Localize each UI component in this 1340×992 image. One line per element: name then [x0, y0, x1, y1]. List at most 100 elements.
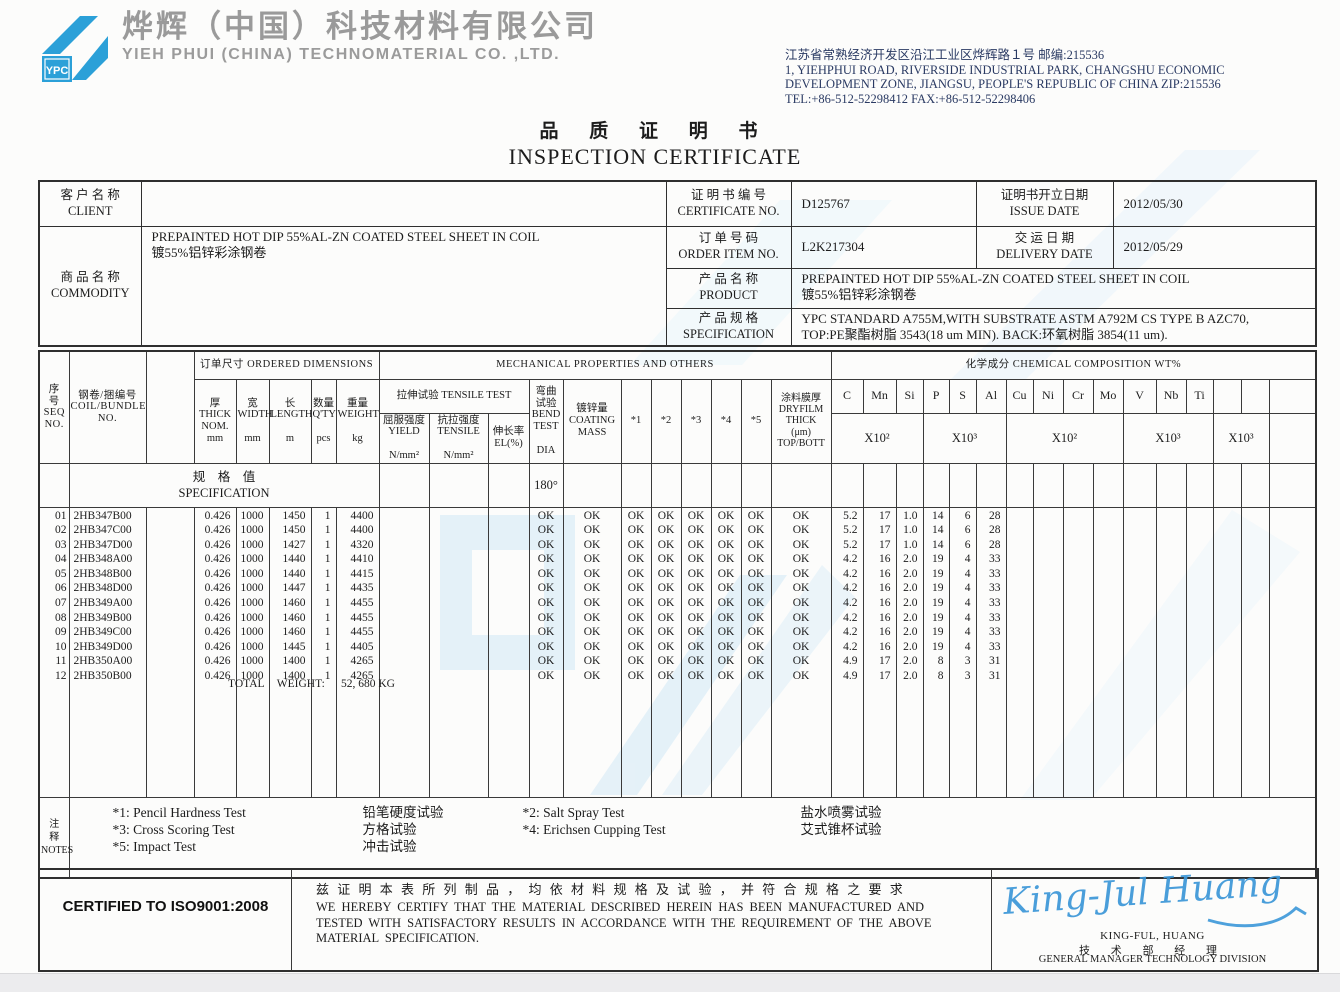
- cell-al-row05: 33: [989, 567, 1001, 580]
- cell-s5-row09: OK: [747, 626, 765, 639]
- cell-si-row07: 2.0: [903, 597, 918, 610]
- certificate-no-value: D125767: [790, 180, 977, 227]
- cell-mo-row09: [1095, 625, 1122, 640]
- col-header-element-blank13: [1212, 378, 1242, 414]
- column-coating: OK OK OK OK OK OK OK OK OK OK OK OK: [562, 506, 622, 798]
- cell-cu-row12: [1008, 669, 1032, 684]
- cell-seq-row06: 06: [55, 582, 67, 595]
- cell-seq-row08: 08: [55, 611, 67, 624]
- cell-weight-row11: 4265: [350, 655, 374, 668]
- cell-ni-row08: [1035, 611, 1062, 626]
- cell-seq-row05: 05: [55, 567, 67, 580]
- col-header-multiplier-1: X10²: [830, 412, 924, 464]
- cell-cu-row05: [1008, 567, 1032, 582]
- col-header-test1: *1: [620, 378, 652, 464]
- cell-s4-row09: OK: [717, 626, 735, 639]
- logo-text: YPC: [46, 65, 69, 77]
- issue-date-label: 证明书开立日期 ISSUE DATE: [975, 180, 1114, 227]
- signature-script: King-Jul Huang: [1001, 870, 1284, 923]
- address-line-4: TEL:+86-512-52298412 FAX:+86-512-5229840…: [785, 91, 1036, 106]
- cell-s3-row09: OK: [687, 626, 705, 639]
- col-header-element-blank15: [1268, 378, 1317, 414]
- column-el: [487, 506, 530, 798]
- cell-qty-row04: 1: [324, 553, 331, 566]
- cell-coil-row12: 2HB350B00: [73, 670, 132, 683]
- total-weight-value: 52, 680 KG: [341, 678, 395, 690]
- signature-icon: King-Jul Huang: [1001, 870, 1307, 928]
- cell-thick-row04: 0.426: [204, 553, 231, 566]
- cell-b1-row07: [1215, 596, 1240, 611]
- cell-si-row03: 1.0: [903, 538, 918, 551]
- cell-v-row10: [1125, 640, 1155, 655]
- cell-coating-row02: OK: [583, 524, 601, 537]
- column-gap: [145, 506, 195, 798]
- address-line-1: 江苏省常熟经济开发区沿江工业区烨辉路１号 邮编:215536: [785, 48, 1105, 62]
- cell-dryfilm-row01: OK: [792, 509, 810, 522]
- cell-v-row12: [1125, 669, 1155, 684]
- cell-s4-row07: OK: [717, 597, 735, 610]
- cell-qty-row02: 1: [324, 524, 331, 537]
- cell-b3-row03: [1271, 538, 1315, 553]
- cell-length-row12: 1400: [282, 670, 306, 683]
- cell-s1-row12: OK: [627, 670, 645, 683]
- cell-p-row08: 19: [932, 611, 944, 624]
- cell-ti-row08: [1188, 611, 1212, 626]
- cell-al-row04: 33: [989, 553, 1001, 566]
- column-mo: [1092, 506, 1124, 798]
- cell-yield-row09: [381, 625, 428, 640]
- cell-el-row06: [490, 581, 528, 596]
- cell-v-row01: [1125, 509, 1155, 524]
- column-p: 14 14 14 19 19 19 19 19 19 19 8 8: [922, 506, 950, 798]
- note-1-cn: 铅笔硬度试验: [362, 804, 444, 820]
- cell-c-row11: 4.9: [843, 655, 858, 668]
- cell-coating-row12: OK: [583, 670, 601, 683]
- cell-el-row10: [490, 640, 528, 655]
- cell-weight-row02: 4400: [350, 524, 374, 537]
- cell-coating-row05: OK: [583, 567, 601, 580]
- cell-el-row08: [490, 611, 528, 626]
- cell-b1-row10: [1215, 640, 1240, 655]
- cell-b3-row12: [1271, 669, 1315, 684]
- cell-c-row08: 4.2: [843, 611, 858, 624]
- cell-coil-row03: 2HB347D00: [73, 538, 133, 551]
- cell-b2-row08: [1243, 611, 1268, 626]
- cell-s1-row01: OK: [627, 509, 645, 522]
- cell-bend-row03: OK: [537, 538, 555, 551]
- note-4-cn: 艾式锥杯试验: [800, 821, 882, 837]
- cell-coil-row06: 2HB348D00: [73, 582, 133, 595]
- cell-mn-row06: 16: [879, 582, 891, 595]
- cell-cr-row04: [1065, 552, 1092, 567]
- cell-p-row07: 19: [932, 597, 944, 610]
- cell-al-row02: 28: [989, 524, 1001, 537]
- company-logo-icon: YPC: [42, 16, 108, 82]
- cell-mn-row04: 16: [879, 553, 891, 566]
- cell-coating-row09: OK: [583, 626, 601, 639]
- cell-thick-row01: 0.426: [204, 509, 231, 522]
- cell-al-row11: 31: [989, 655, 1001, 668]
- cell-s1-row09: OK: [627, 626, 645, 639]
- cell-c-row07: 4.2: [843, 597, 858, 610]
- cell-seq-row04: 04: [55, 553, 67, 566]
- cell-seq-row02: 02: [55, 524, 67, 537]
- cell-s3-row12: OK: [687, 670, 705, 683]
- cell-yield-row05: [381, 567, 428, 582]
- cell-b3-row10: [1271, 640, 1315, 655]
- col-header-multiplier-5: X10³: [1212, 412, 1270, 464]
- cell-s3-row10: OK: [687, 640, 705, 653]
- cell-dryfilm-row11: OK: [792, 655, 810, 668]
- cell-c-row03: 5.2: [843, 538, 858, 551]
- column-thick: 0.426 0.426 0.426 0.426 0.426 0.426 0.426 0.426…: [193, 506, 237, 798]
- cell-b2-row07: [1243, 596, 1268, 611]
- cell-s1-row08: OK: [627, 611, 645, 624]
- cell-qty-row06: 1: [324, 582, 331, 595]
- cell-cr-row10: [1065, 640, 1092, 655]
- cell-coating-row01: OK: [583, 509, 601, 522]
- cell-bend-row12: OK: [537, 670, 555, 683]
- cell-ni-row06: [1035, 581, 1062, 596]
- banner-chemical-composition: 化学成分 CHEMICAL COMPOSITION WT%: [830, 350, 1317, 380]
- note-4-en: *4: Erichsen Cupping Test: [522, 821, 666, 837]
- cell-coil-row04: 2HB348A00: [73, 553, 133, 566]
- cell-s3-row08: OK: [687, 611, 705, 624]
- col-header-element-Nb: Nb: [1155, 378, 1187, 414]
- cell-cr-row11: [1065, 654, 1092, 669]
